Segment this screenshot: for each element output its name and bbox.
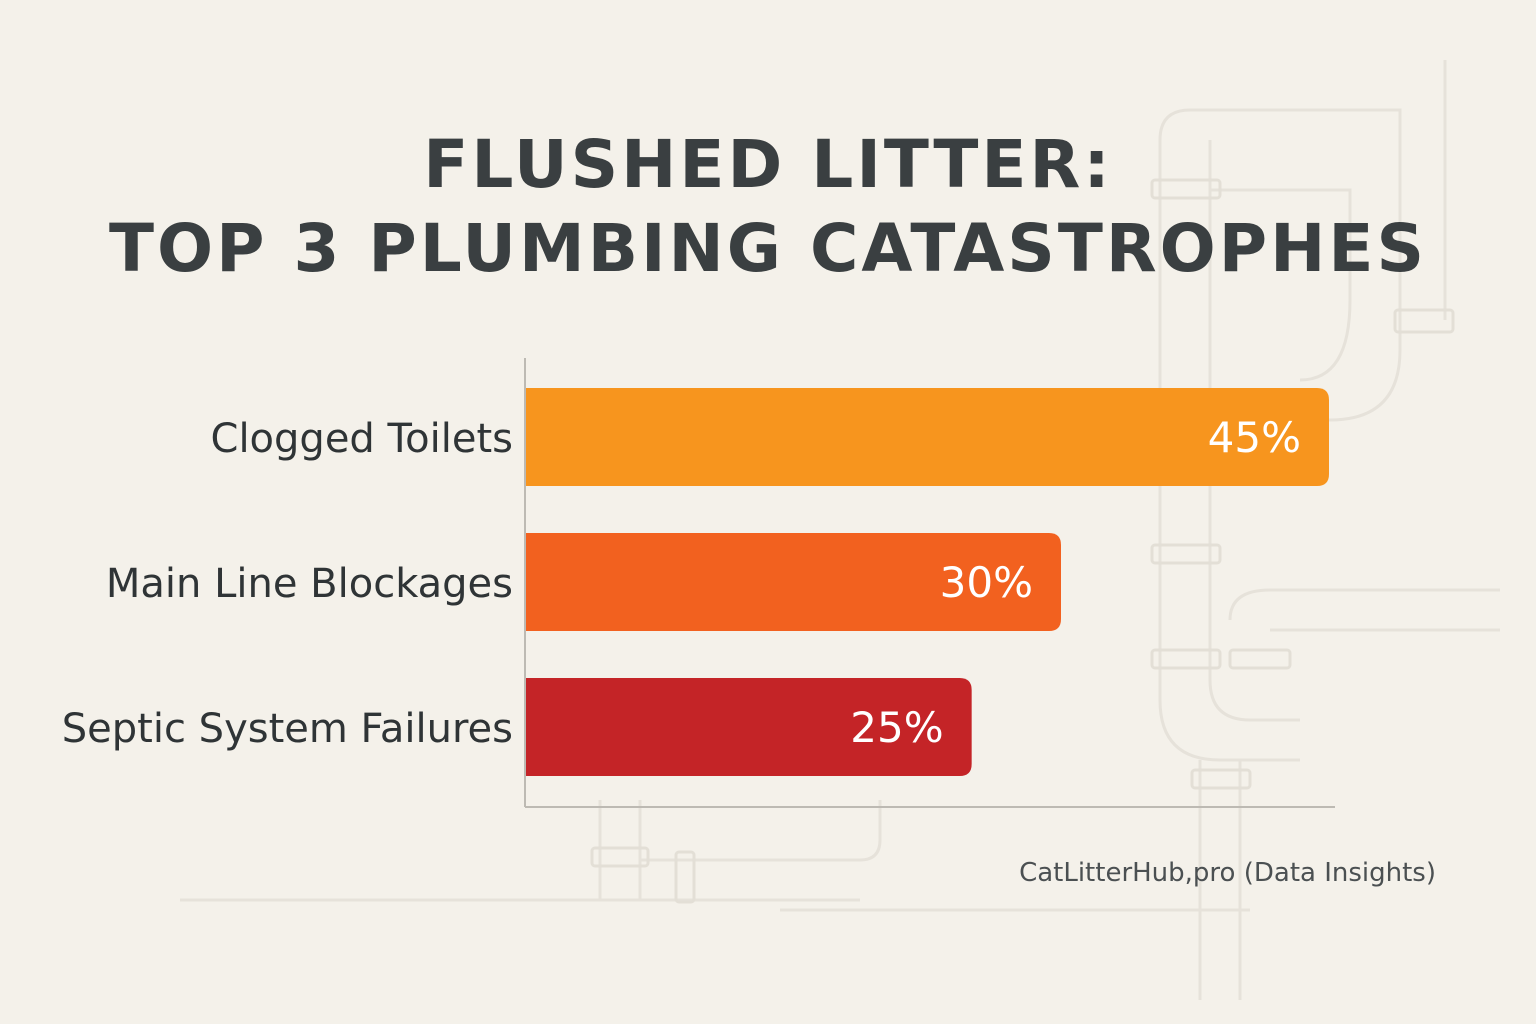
bar-1 — [525, 388, 1329, 486]
chart-title-line-1: FLUSHED LITTER: — [423, 126, 1113, 203]
category-label-2: Main Line Blockages — [106, 561, 513, 607]
source-credit: CatLitterHub,pro (Data Insights) — [1019, 858, 1436, 888]
chart-title-line-2: TOP 3 PLUMBING CATASTROPHES — [108, 210, 1428, 287]
bar-2 — [525, 533, 1061, 631]
bar-3 — [525, 678, 972, 776]
category-label-3: Septic System Failures — [62, 706, 513, 752]
bar-value-label-2: 30% — [940, 558, 1033, 607]
bar-value-label-3: 25% — [850, 703, 943, 752]
bar-value-label-1: 45% — [1208, 413, 1301, 462]
category-label-1: Clogged Toilets — [211, 416, 513, 462]
